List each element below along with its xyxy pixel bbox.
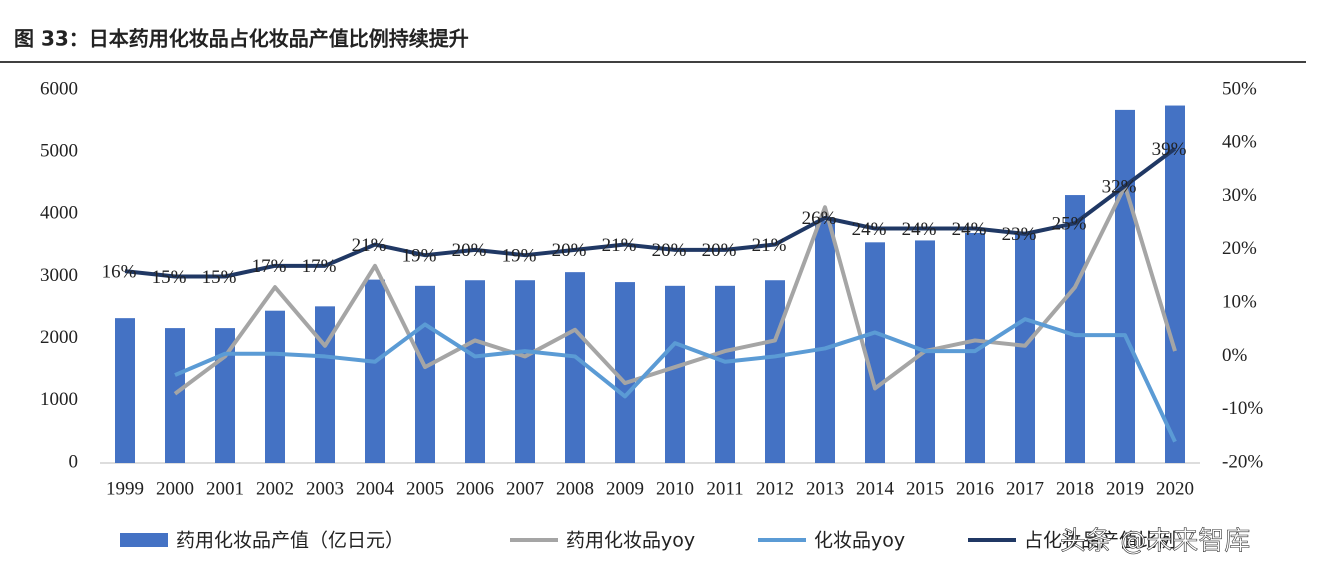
x-tick-label: 2011: [706, 478, 743, 499]
bar: [115, 318, 135, 463]
x-tick-label: 2009: [606, 478, 644, 499]
data-label: 39%: [1152, 139, 1187, 160]
bar: [1165, 105, 1185, 464]
legend-label: 药用化妆品yoy: [566, 530, 695, 552]
y-tick-label: 0: [69, 451, 79, 472]
bar: [415, 285, 435, 463]
chart-title: 图 33：日本药用化妆品占化妆品产值比例持续提升: [14, 27, 469, 51]
y-tick-label: 5000: [40, 141, 78, 162]
data-label: 20%: [552, 240, 587, 261]
x-tick-label: 2004: [356, 478, 395, 499]
data-label: 20%: [702, 240, 737, 261]
y2-tick-label: 30%: [1222, 185, 1257, 206]
y-tick-label: 6000: [40, 78, 78, 99]
bar: [715, 285, 735, 463]
y2-tick-label: 20%: [1222, 238, 1257, 259]
bar: [165, 328, 185, 463]
x-tick-label: 2015: [906, 478, 944, 499]
data-label: 21%: [602, 235, 637, 256]
data-label: 16%: [102, 262, 137, 283]
x-tick-label: 2012: [756, 478, 794, 499]
x-tick-label: 2000: [156, 478, 194, 499]
data-label: 21%: [752, 235, 787, 256]
data-label: 15%: [202, 267, 237, 288]
y-tick-label: 3000: [40, 265, 78, 286]
data-label: 17%: [302, 256, 337, 277]
y-tick-label: 1000: [40, 389, 78, 410]
bar: [265, 310, 285, 463]
y-tick-label: 2000: [40, 327, 78, 348]
y2-tick-label: -20%: [1222, 451, 1263, 472]
data-label: 15%: [152, 267, 187, 288]
x-tick-label: 2014: [856, 478, 895, 499]
plot: 0 1000 2000 3000 4000 5000 6000 -20% -10% 0% 10% 20…: [40, 78, 1263, 551]
bar: [1065, 195, 1085, 464]
y-tick-label: 4000: [40, 203, 78, 224]
x-tick-label: 2008: [556, 478, 594, 499]
legend-label: 占化妆品产值比例: [1024, 530, 1176, 552]
data-label: 24%: [852, 219, 887, 240]
data-label: 24%: [952, 219, 987, 240]
legend-label: 化妆品yoy: [814, 530, 905, 552]
x-tick-label: 2002: [256, 478, 294, 499]
data-label: 19%: [402, 246, 437, 267]
bar: [365, 279, 385, 463]
x-tick-label: 2017: [1006, 478, 1044, 499]
data-label: 32%: [1102, 176, 1137, 197]
x-tick-label: 2016: [956, 478, 994, 499]
y2-tick-label: -10%: [1222, 398, 1263, 419]
data-label: 21%: [352, 235, 387, 256]
data-label: 20%: [452, 240, 487, 261]
y2-tick-label: 40%: [1222, 132, 1257, 153]
bar: [665, 285, 685, 463]
bar: [315, 306, 335, 463]
x-tick-label: 2019: [1106, 478, 1144, 499]
data-label: 23%: [1002, 224, 1037, 245]
y2-tick-label: 50%: [1222, 78, 1257, 99]
bar: [465, 280, 485, 463]
x-tick-label: 2005: [406, 478, 444, 499]
x-tick-label: 2018: [1056, 478, 1094, 499]
x-tick-label: 2003: [306, 478, 344, 499]
bar: [765, 280, 785, 463]
line: [174, 317, 1177, 443]
legend-label: 药用化妆品产值（亿日元）: [176, 530, 404, 552]
line: [124, 147, 1177, 279]
x-tick-label: 2020: [1156, 478, 1194, 499]
x-tick-label: 2006: [456, 478, 494, 499]
bar: [965, 232, 985, 463]
data-label: 19%: [502, 246, 537, 267]
bar: [515, 280, 535, 463]
x-tick-label: 2013: [806, 478, 844, 499]
bar: [565, 272, 585, 463]
x-tick-label: 2007: [506, 478, 544, 499]
bar: [1115, 109, 1135, 463]
watermark: 头条 @未来智库: [1060, 527, 1250, 557]
data-label: 25%: [1052, 214, 1087, 235]
data-label: 26%: [802, 208, 837, 229]
x-tick-label: 1999: [106, 478, 144, 499]
x-tick-label: 2001: [206, 478, 244, 499]
y2-tick-label: 10%: [1222, 292, 1257, 313]
legend-swatch: [120, 533, 168, 547]
data-label: 24%: [902, 219, 937, 240]
bar: [615, 282, 635, 463]
data-label: 20%: [652, 240, 687, 261]
bar: [815, 220, 835, 463]
line: [173, 183, 1177, 396]
x-tick-label: 2010: [656, 478, 694, 499]
data-label: 17%: [252, 256, 287, 277]
y2-tick-label: 0%: [1222, 345, 1248, 366]
bar: [865, 242, 885, 463]
